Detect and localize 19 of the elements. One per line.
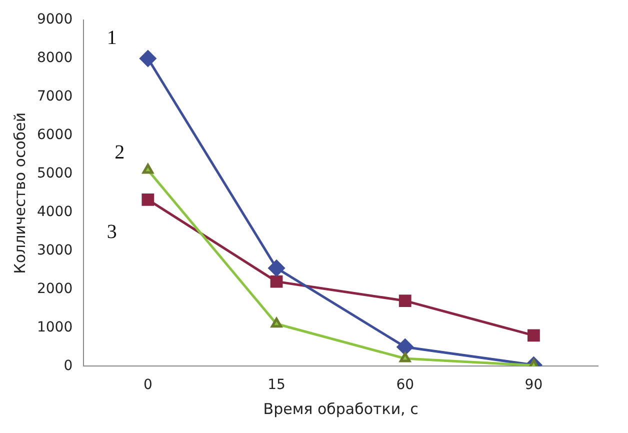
x-tick-label: 15 — [268, 377, 286, 394]
y-tick-label: 7000 — [36, 88, 73, 105]
y-tick-label: 1000 — [36, 319, 73, 336]
x-tick-label: 0 — [143, 377, 152, 394]
y-tick-label: 0 — [64, 358, 73, 374]
y-tick-label: 8000 — [36, 50, 73, 66]
y-tick-label: 5000 — [36, 166, 73, 182]
y-tick-label: 4000 — [36, 204, 73, 220]
y-axis-title: Колличество особей — [10, 112, 29, 274]
annotation: 1 — [106, 27, 117, 50]
annotation: 3 — [106, 221, 117, 244]
y-tick-label: 3000 — [36, 242, 73, 258]
y-tick-label: 6000 — [36, 127, 73, 144]
y-tick-label: 2000 — [36, 280, 73, 297]
x-axis-title: Время обработки, с — [263, 400, 418, 418]
x-tick-label: 90 — [524, 377, 543, 394]
y-tick-label: 9000 — [36, 12, 73, 28]
x-tick-label: 60 — [396, 377, 414, 394]
annotation: 2 — [114, 141, 125, 164]
